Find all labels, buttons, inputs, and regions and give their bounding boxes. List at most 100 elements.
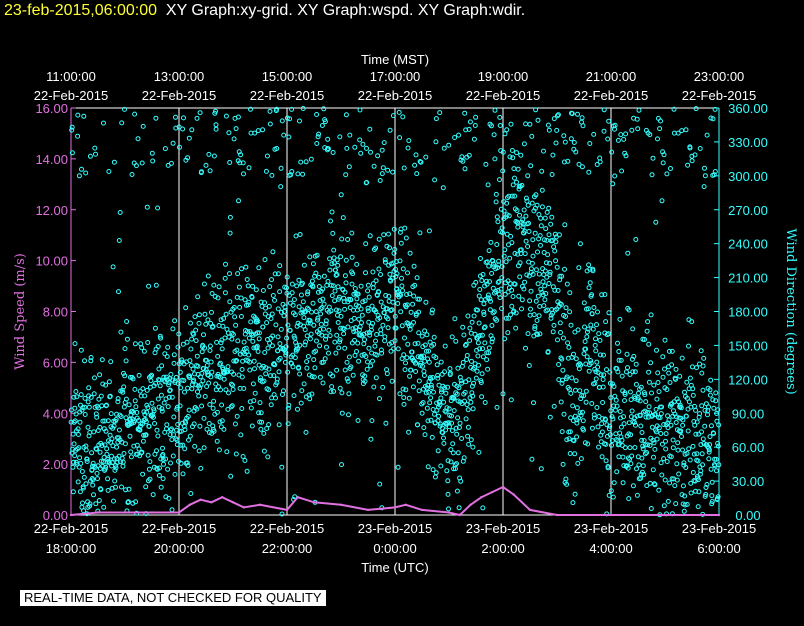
wdir-point — [291, 393, 297, 399]
wdir-point — [352, 144, 358, 150]
wdir-point — [97, 372, 103, 378]
wdir-point — [308, 156, 314, 162]
wdir-point — [100, 381, 106, 387]
wdir-point — [465, 424, 471, 430]
wdir-point — [451, 396, 457, 401]
wdir-point — [213, 126, 219, 132]
wdir-point — [273, 322, 279, 328]
wdir-point — [557, 273, 563, 279]
wdir-point — [358, 283, 364, 289]
wdir-point — [449, 428, 455, 434]
wdir-point — [403, 235, 409, 241]
wdir-point — [397, 135, 403, 141]
wdir-point — [210, 323, 216, 329]
wdir-point — [349, 230, 355, 236]
wdir-point — [178, 460, 184, 466]
wdir-point — [266, 303, 272, 309]
wdir-point — [492, 156, 498, 162]
wdir-point — [445, 384, 450, 390]
wdir-point — [525, 173, 531, 179]
wdir-point — [659, 198, 665, 204]
wdir-point — [133, 404, 139, 410]
wdir-point — [116, 289, 121, 295]
wdir-point — [639, 455, 645, 461]
wdir-point — [480, 354, 486, 360]
wdir-point — [594, 322, 599, 328]
wdir-point — [296, 277, 302, 283]
wdir-point — [321, 106, 327, 112]
wdir-point — [565, 340, 571, 346]
wdir-point — [178, 442, 184, 448]
wdir-point — [597, 159, 603, 165]
wdir-point — [307, 318, 313, 324]
wdir-point — [416, 378, 422, 384]
wdir-point — [346, 164, 352, 170]
wdir-point — [485, 366, 491, 372]
wdir-point — [567, 290, 573, 296]
wdir-point — [209, 309, 214, 315]
wdir-point — [509, 193, 515, 199]
wdir-point — [456, 385, 462, 391]
wdir-point — [314, 338, 319, 344]
wdir-point — [268, 373, 273, 379]
wdir-point — [141, 409, 147, 415]
wdir-point — [560, 367, 566, 373]
bottom-tick-date-label: 22-Feb-2015 — [142, 521, 216, 536]
wdir-point — [672, 483, 678, 489]
wdir-point — [445, 478, 451, 484]
wdir-point — [646, 341, 652, 347]
wdir-point — [661, 152, 667, 158]
wdir-point — [680, 417, 686, 423]
wdir-point — [614, 469, 620, 475]
wdir-point — [184, 339, 190, 345]
wdir-point — [454, 431, 460, 437]
wdir-point — [643, 414, 649, 420]
wdir-point — [281, 309, 287, 314]
wdir-point — [463, 342, 468, 348]
wdir-point — [104, 446, 110, 452]
wdir-point — [682, 502, 688, 508]
wdir-point — [444, 468, 450, 474]
wdir-point — [505, 195, 510, 201]
wspd-point — [663, 513, 667, 517]
wdir-point — [559, 356, 565, 362]
wdir-point — [192, 314, 198, 320]
wdir-point — [468, 437, 474, 443]
wdir-point — [567, 309, 573, 315]
right-tick-label: 60.00 — [732, 440, 765, 455]
wdir-point — [486, 345, 492, 351]
wdir-point — [448, 447, 454, 453]
wdir-point — [72, 405, 78, 411]
wdir-point — [532, 230, 538, 236]
wdir-point — [709, 479, 715, 485]
wspd-point — [480, 496, 483, 499]
wdir-point — [152, 325, 158, 331]
wdir-point — [415, 340, 421, 346]
wdir-point — [227, 160, 233, 165]
wdir-point — [149, 150, 155, 156]
wdir-point — [533, 267, 539, 273]
wdir-point — [643, 399, 649, 405]
wdir-point — [618, 132, 624, 138]
wdir-point — [524, 198, 530, 204]
wdir-point — [113, 417, 119, 422]
wdir-point — [582, 339, 588, 344]
wdir-point — [223, 113, 229, 119]
wdir-point — [145, 452, 151, 458]
wdir-point — [298, 159, 304, 165]
wdir-point — [219, 418, 225, 424]
wdir-point — [91, 492, 96, 498]
wdir-point — [169, 394, 175, 400]
wdir-point — [343, 112, 349, 118]
wdir-point — [508, 312, 513, 318]
wdir-point — [357, 137, 363, 143]
wdir-point — [683, 413, 689, 419]
wdir-point — [320, 296, 326, 302]
wdir-point — [707, 434, 713, 440]
wdir-point — [485, 182, 491, 188]
wdir-point — [583, 346, 589, 352]
wdir-point — [444, 420, 450, 426]
wdir-point — [478, 380, 484, 385]
wdir-point — [630, 326, 636, 332]
wdir-point — [580, 409, 585, 415]
